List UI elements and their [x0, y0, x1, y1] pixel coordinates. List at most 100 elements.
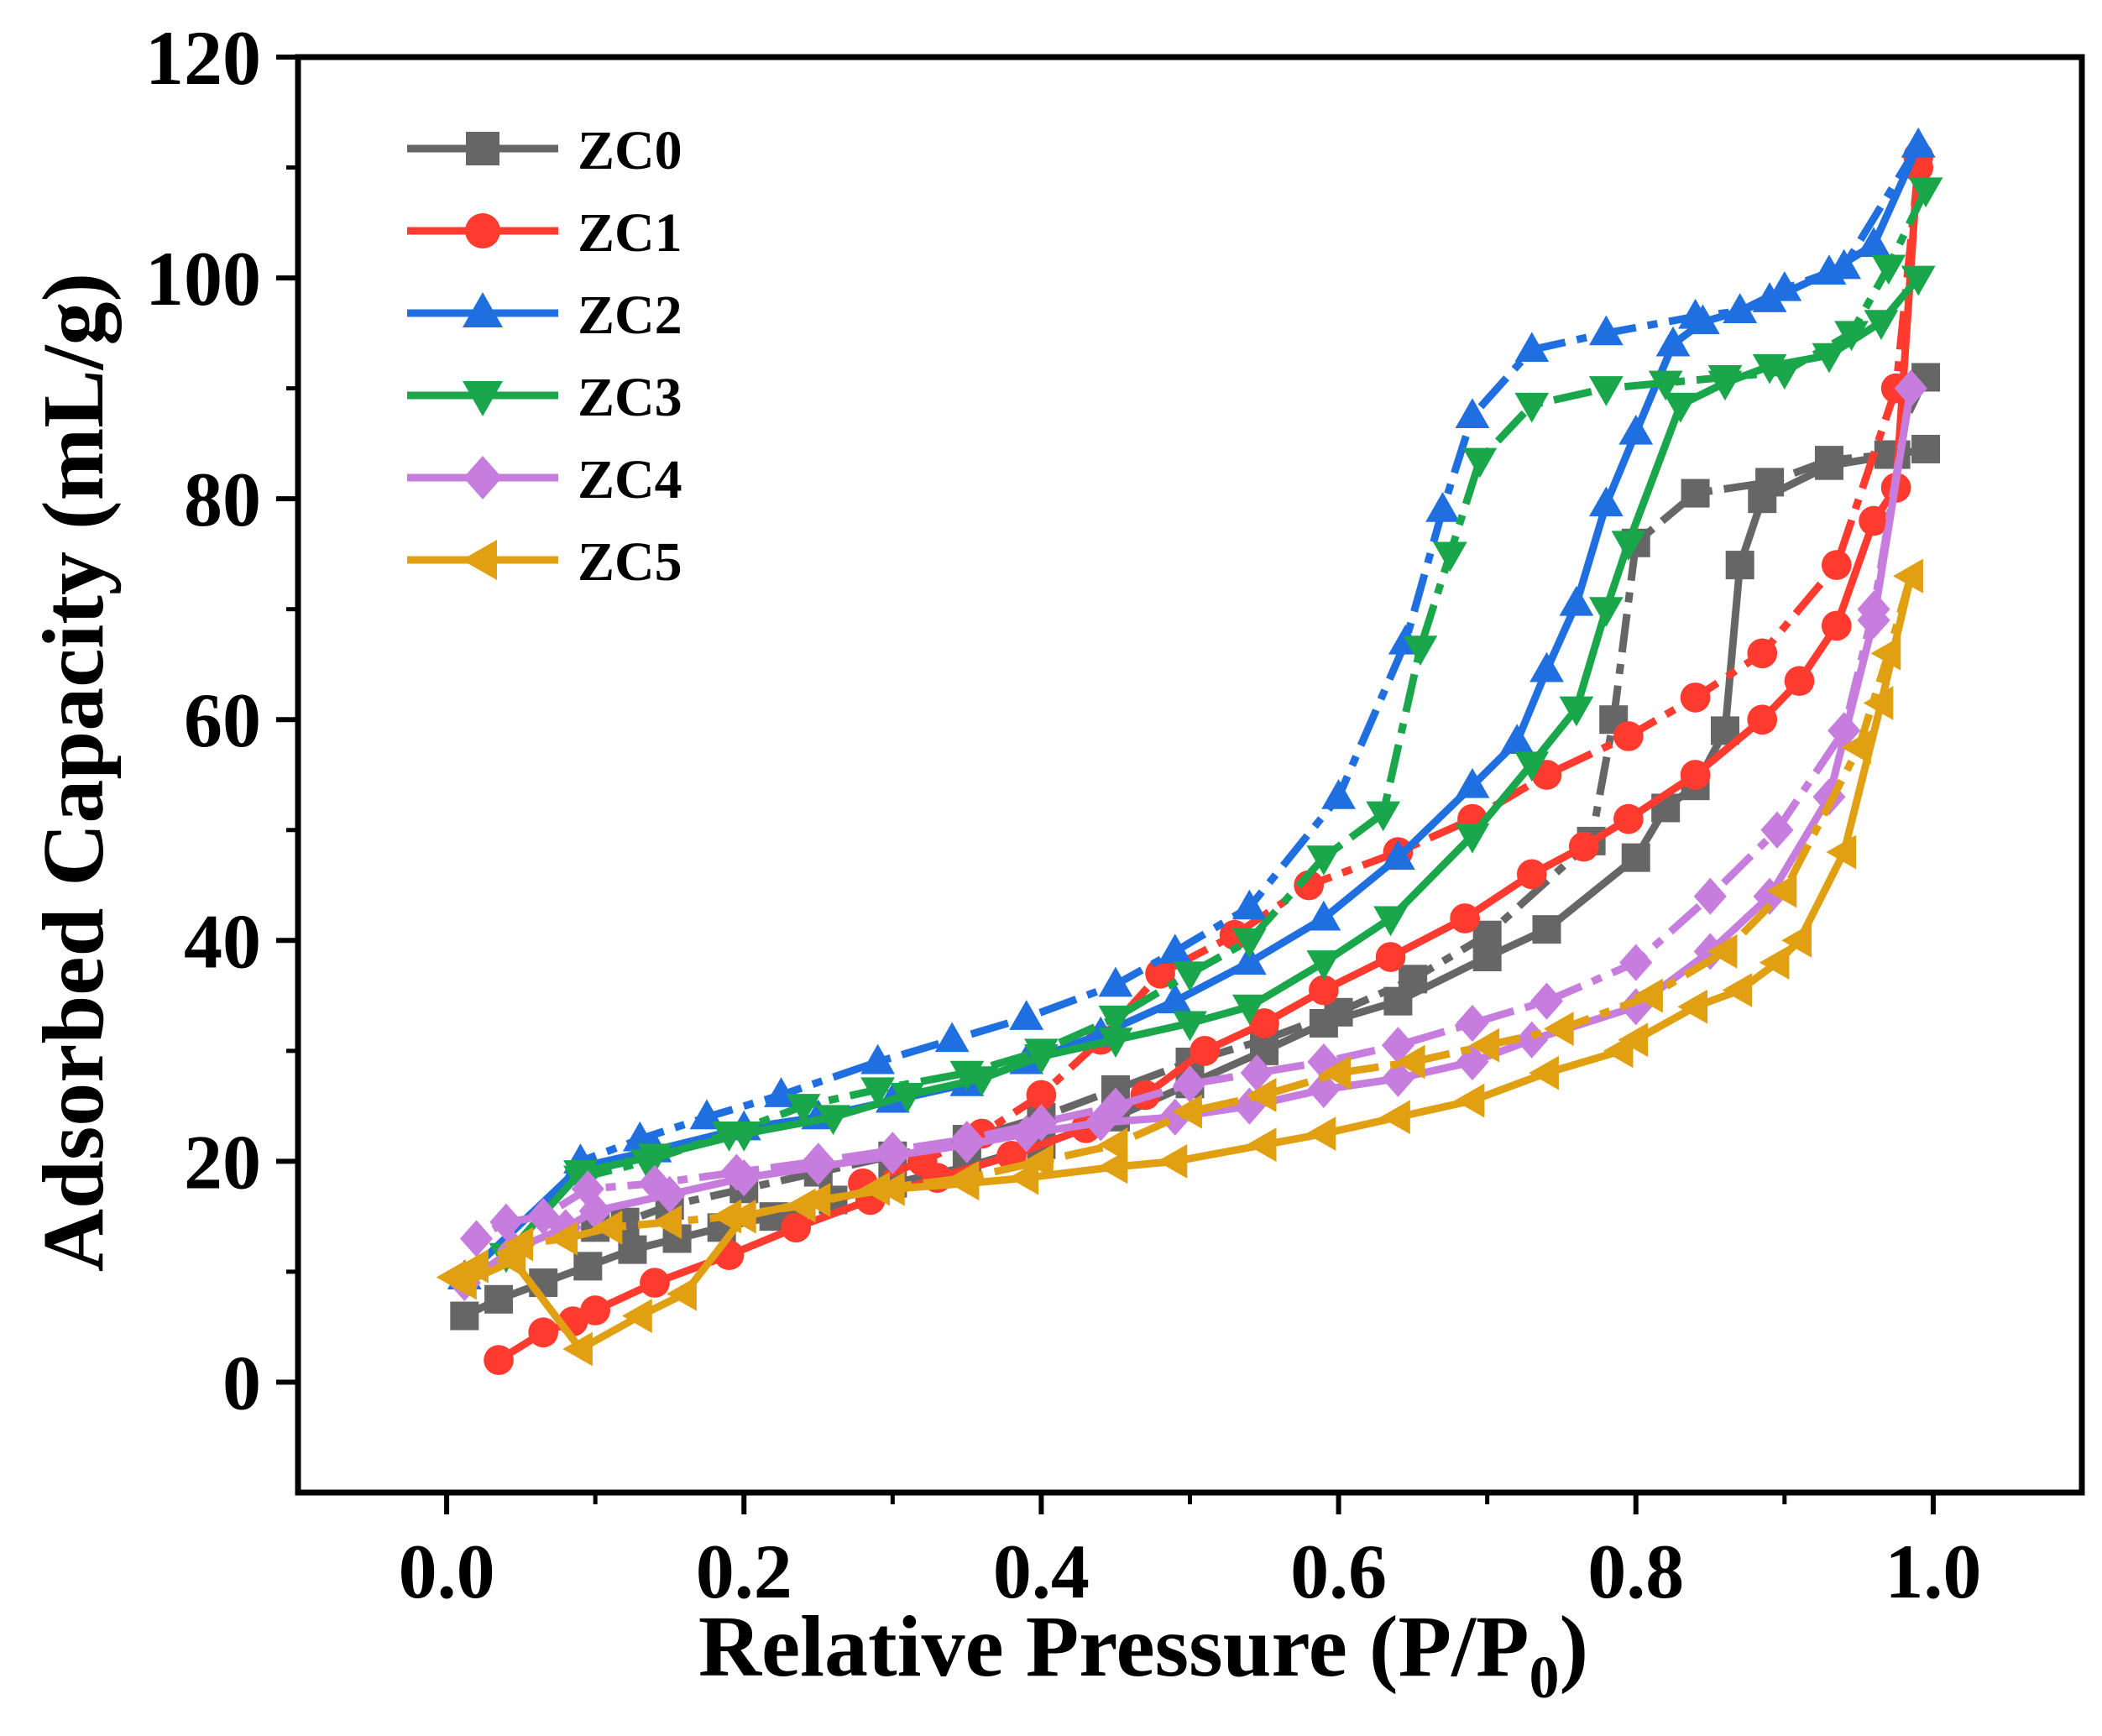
- desorption-point: [1246, 1078, 1277, 1112]
- desorption-point: [1814, 446, 1843, 475]
- desorption-point: [651, 1205, 682, 1240]
- desorption-point: [1145, 958, 1175, 989]
- adsorption-point: [1618, 1022, 1649, 1058]
- adsorption-point: [781, 1212, 812, 1243]
- adsorption-point: [1249, 1008, 1279, 1038]
- adsorption-point: [1305, 1116, 1336, 1151]
- adsorption-point: [1863, 686, 1894, 720]
- desorption-point: [860, 1171, 891, 1206]
- adsorption-point: [1559, 585, 1594, 616]
- desorption-point: [1723, 293, 1758, 323]
- desorption-point: [1827, 712, 1861, 750]
- adsorption-point: [1381, 839, 1415, 871]
- desorption-point: [1588, 376, 1624, 406]
- legend-label: ZC4: [578, 449, 682, 510]
- adsorption-point: [1529, 651, 1564, 682]
- desorption-point: [571, 1170, 604, 1208]
- adsorption-point: [1655, 326, 1691, 357]
- y-tick-label: 80: [184, 457, 261, 542]
- desorption-point: [526, 1198, 560, 1236]
- desorption-point: [1613, 721, 1644, 751]
- x-axis-title: Relative Pressure (P/P0): [698, 1598, 1588, 1711]
- desorption-point: [1173, 961, 1207, 992]
- desorption-point: [1857, 590, 1890, 628]
- desorption-point: [1834, 321, 1869, 352]
- desorption-point: [1543, 1012, 1574, 1046]
- legend-label: ZC5: [578, 531, 682, 593]
- desorption-point: [1381, 1027, 1414, 1064]
- x-tick-label: 0.4: [993, 1529, 1090, 1614]
- desorption-point: [503, 1226, 534, 1262]
- desorption-point: [1821, 550, 1852, 580]
- desorption-line-zc4: [474, 387, 1915, 1242]
- adsorption-point: [484, 1284, 514, 1314]
- desorption-point: [1893, 558, 1923, 593]
- desorption-point: [1455, 398, 1490, 428]
- desorption-point: [1648, 370, 1683, 401]
- desorption-point: [1098, 1005, 1133, 1036]
- adsorption-point: [1381, 1059, 1414, 1097]
- desorption-point: [1469, 1027, 1500, 1063]
- y-axis-title: Adsorbed Capacity (mL/g): [25, 273, 122, 1272]
- adsorption-point: [1306, 900, 1341, 931]
- desorption-point: [1908, 177, 1943, 208]
- desorption-point: [1432, 541, 1467, 573]
- desorption-point: [1766, 873, 1797, 908]
- adsorption-point: [580, 1295, 611, 1326]
- desorption-point: [1894, 369, 1927, 407]
- desorption-point: [459, 1220, 494, 1258]
- y-tick-label: 20: [184, 1119, 261, 1205]
- adsorption-point: [1309, 975, 1339, 1006]
- adsorption-point: [1680, 760, 1711, 790]
- legend-item-zc1: ZC1: [407, 202, 682, 264]
- adsorption-point: [1516, 859, 1547, 890]
- adsorption-point: [1821, 610, 1852, 641]
- adsorption-point: [1456, 1043, 1489, 1081]
- desorption-point: [436, 1260, 467, 1294]
- series-zc5: [436, 558, 1923, 1367]
- adsorption-point: [1514, 751, 1550, 782]
- desorption-point: [1399, 965, 1428, 994]
- desorption-point: [1023, 1143, 1054, 1179]
- x-tick-label: 0.2: [696, 1529, 792, 1614]
- adsorption-point: [1559, 696, 1594, 727]
- y-tick-label: 40: [184, 898, 261, 984]
- desorption-point: [949, 1060, 985, 1091]
- adsorption-point: [528, 1317, 559, 1348]
- desorption-point: [860, 1077, 896, 1108]
- adsorption-point: [578, 1192, 612, 1230]
- adsorption-point: [450, 1301, 479, 1331]
- desorption-point: [1026, 1080, 1057, 1111]
- legend-item-zc4: ZC4: [407, 449, 682, 510]
- adsorption-point: [1246, 1127, 1277, 1163]
- desorption-point: [712, 1122, 746, 1152]
- desorption-point: [1403, 635, 1438, 666]
- adsorption-point: [1864, 310, 1899, 340]
- desorption-point: [1321, 779, 1356, 809]
- legend-item-zc3: ZC3: [407, 367, 682, 428]
- adsorption-point: [1856, 227, 1891, 258]
- desorption-point: [1707, 934, 1738, 969]
- desorption-line-zc3: [579, 187, 1930, 1182]
- adsorption-point: [1380, 1100, 1410, 1135]
- desorption-point: [1870, 635, 1901, 671]
- adsorption-point: [1532, 915, 1561, 944]
- adsorption-point: [1173, 1011, 1207, 1042]
- desorption-point: [1760, 811, 1794, 849]
- y-tick-label: 60: [184, 677, 261, 763]
- desorption-point: [1514, 392, 1550, 423]
- desorption-point: [1009, 1000, 1044, 1030]
- adsorption-point: [1611, 531, 1646, 562]
- legend-marker: [463, 292, 503, 327]
- adsorption-point: [1725, 551, 1754, 580]
- adsorption-point: [1097, 1149, 1128, 1184]
- adsorption-point: [1747, 704, 1778, 735]
- desorption-point: [1394, 1044, 1425, 1080]
- adsorption-point: [667, 1276, 697, 1311]
- desorption-point: [1099, 1087, 1132, 1125]
- adsorption-point: [640, 1268, 670, 1298]
- adsorption-point: [1455, 823, 1490, 854]
- desorption-point: [1678, 298, 1712, 329]
